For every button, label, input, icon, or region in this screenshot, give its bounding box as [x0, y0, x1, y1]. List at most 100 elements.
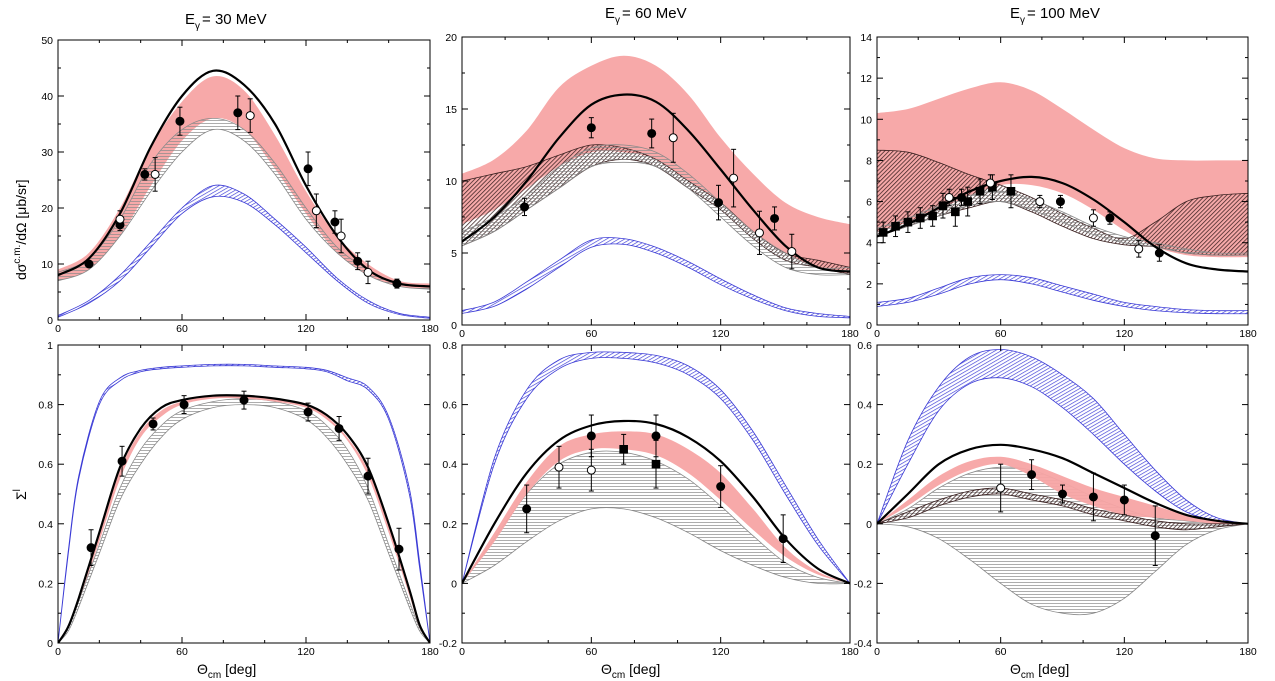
- data-point-14: [392, 279, 402, 289]
- data-point-13: [363, 267, 373, 277]
- data-point-8: [787, 247, 797, 257]
- data-point-0: [996, 483, 1006, 493]
- y-tick-label: 0: [47, 315, 53, 327]
- data-point-square-0: [878, 228, 888, 237]
- y-tick-label: 0.8: [38, 400, 53, 412]
- y-tick-label: 1: [47, 340, 53, 352]
- x-tick-label: 180: [421, 323, 439, 335]
- band-0: [877, 82, 1248, 258]
- y-tick-label: 20: [445, 32, 457, 44]
- data-point-5: [729, 173, 739, 183]
- plot-area: [462, 55, 850, 319]
- band-0: [462, 55, 850, 275]
- data-point-square-1: [891, 221, 900, 231]
- data-point-4: [714, 198, 724, 208]
- y-tick-label: 0: [47, 638, 53, 650]
- data-point-square-2: [903, 217, 913, 227]
- band-2: [462, 144, 850, 276]
- y-tick-label: 10: [41, 259, 53, 271]
- theory-curve-0: [877, 443, 1248, 525]
- bottom-ylabel: Σl: [12, 489, 29, 500]
- data-point-4: [239, 395, 249, 405]
- data-point-9: [311, 206, 321, 216]
- data-point-4: [1119, 495, 1129, 505]
- xlabel-30mev: Θcm [deg]: [197, 661, 256, 681]
- data-point-5: [1150, 531, 1160, 541]
- data-point-1: [586, 123, 596, 133]
- theory-curve-0: [58, 394, 430, 643]
- data-point-square-3: [915, 213, 925, 223]
- y-tick-label: 12: [860, 73, 872, 85]
- data-point-square-6: [951, 207, 960, 217]
- data-point-2: [148, 419, 158, 429]
- y-tick-label: 0.2: [857, 459, 872, 471]
- y-tick-label: 0.6: [857, 340, 872, 352]
- y-tick-label: 0: [451, 578, 457, 590]
- x-tick-label: 120: [297, 323, 315, 335]
- data-point-7: [716, 482, 726, 492]
- data-point-0: [522, 504, 532, 514]
- data-point-1: [1027, 470, 1037, 480]
- x-tick-label: 60: [995, 646, 1007, 658]
- band-3: [462, 237, 850, 319]
- top-ylabel: dσc.m./dΩ [μb/sr]: [12, 179, 29, 280]
- data-point-11: [944, 192, 954, 202]
- plot-area: [58, 69, 430, 319]
- data-point-8: [394, 544, 404, 554]
- data-point-3: [586, 465, 596, 475]
- data-point-5: [651, 431, 661, 441]
- data-point-2: [115, 214, 125, 224]
- y-tick-label: 5: [451, 248, 457, 260]
- data-point-square-7: [963, 197, 972, 206]
- plot-area: [877, 349, 1248, 616]
- title-60mev: Eγ = 60 MeV: [605, 5, 687, 26]
- y-tick-label: 2: [866, 279, 872, 291]
- theory-curve-0: [462, 93, 850, 273]
- plot-area: [462, 351, 850, 585]
- x-tick-label: 60: [995, 328, 1007, 340]
- data-point-12: [353, 256, 363, 266]
- band-0: [58, 398, 430, 643]
- data-point-12: [957, 192, 967, 202]
- data-point-6: [334, 423, 344, 433]
- y-tick-label: 0: [866, 320, 872, 332]
- data-point-0: [520, 202, 530, 212]
- band-0: [58, 76, 430, 290]
- x-tick-label: 60: [176, 323, 188, 335]
- panel-xs-30mev: 0 60 120 180 0 10 20 30 40 50: [41, 35, 439, 335]
- data-point-0: [84, 259, 94, 269]
- band-3: [877, 274, 1248, 315]
- data-point-7: [770, 213, 780, 223]
- y-tick-label: 40: [41, 91, 53, 103]
- y-tick-label: 4: [866, 238, 872, 250]
- data-point-square-4: [619, 445, 628, 454]
- x-tick-label: 120: [712, 646, 730, 658]
- data-point-square-10: [1006, 186, 1016, 196]
- y-tick-label: 0: [866, 519, 872, 531]
- data-point-16: [1088, 213, 1098, 223]
- data-point-3: [140, 169, 150, 179]
- x-tick-label: 60: [176, 646, 188, 658]
- panel-sigma-60mev: 0 60 120 180-0.200.20.40.60.8: [439, 340, 859, 658]
- data-point-4: [150, 169, 160, 179]
- x-tick-label: 60: [585, 328, 597, 340]
- x-tick-label: 120: [1116, 646, 1134, 658]
- y-tick-label: -0.4: [854, 638, 872, 650]
- data-point-square-8: [975, 186, 985, 196]
- data-point-8: [303, 164, 313, 174]
- data-point-19: [1154, 248, 1164, 258]
- y-tick-label: -0.2: [854, 578, 872, 590]
- data-point-3: [179, 400, 189, 410]
- x-tick-label: 180: [841, 646, 859, 658]
- band-2: [877, 190, 1248, 256]
- x-tick-label: 120: [297, 646, 315, 658]
- y-tick-label: 14: [860, 32, 872, 44]
- y-tick-label: 50: [41, 35, 53, 47]
- x-tick-label: 120: [712, 328, 730, 340]
- data-point-13: [985, 178, 995, 188]
- data-point-3: [668, 133, 678, 143]
- data-point-6: [754, 228, 764, 238]
- data-point-5: [175, 116, 185, 126]
- data-point-18: [1134, 244, 1144, 254]
- x-tick-label: 0: [874, 328, 880, 340]
